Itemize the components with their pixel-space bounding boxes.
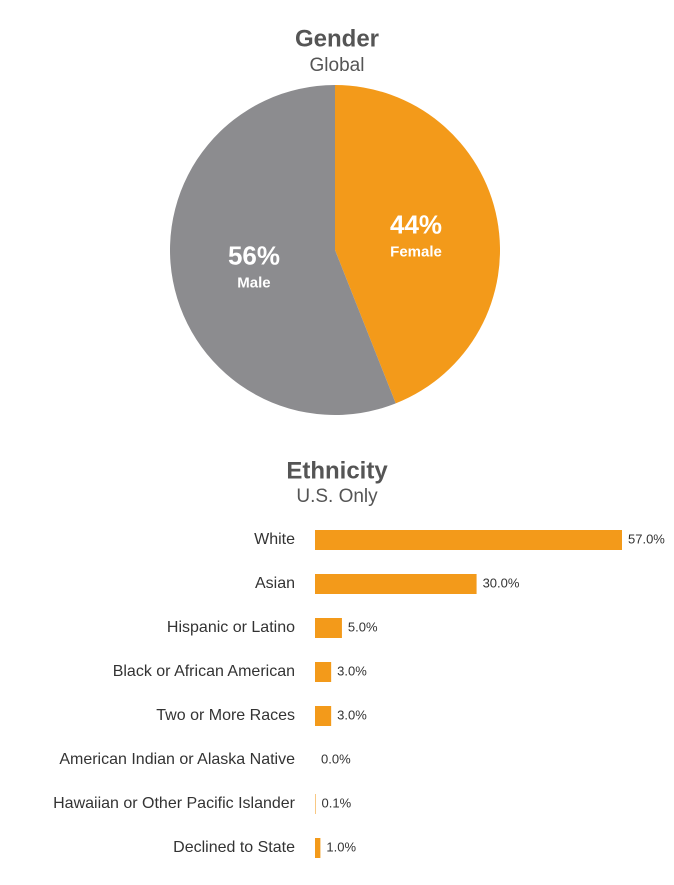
bar — [315, 574, 477, 594]
value-label: 0.0% — [321, 751, 351, 766]
bar — [315, 706, 332, 726]
bar — [315, 618, 342, 638]
pie-slice — [170, 85, 396, 415]
category-label: Hawaiian or Other Pacific Islander — [53, 795, 296, 812]
value-label: 30.0% — [483, 575, 520, 590]
value-label: 3.0% — [337, 663, 367, 678]
category-label: Black or African American — [113, 663, 295, 680]
slice-value-label: 44% — [390, 209, 442, 239]
bar — [315, 530, 622, 550]
value-label: 3.0% — [337, 707, 367, 722]
pie-slice — [335, 85, 500, 404]
value-label: 0.1% — [322, 795, 352, 810]
chart-title: Ethnicity — [286, 457, 388, 484]
chart-subtitle: U.S. Only — [296, 486, 378, 507]
category-label: White — [254, 531, 295, 548]
slice-category-label: Female — [390, 244, 442, 261]
bar — [315, 662, 332, 682]
value-label: 57.0% — [628, 531, 665, 546]
category-label: Declined to State — [173, 839, 295, 856]
chart-title: Gender — [295, 25, 379, 52]
category-label: Two or More Races — [156, 707, 295, 724]
category-label: Hispanic or Latino — [167, 619, 295, 636]
slice-value-label: 56% — [228, 240, 280, 270]
bar — [315, 794, 316, 814]
value-label: 5.0% — [348, 619, 378, 634]
value-label: 1.0% — [326, 839, 356, 854]
category-label: American Indian or Alaska Native — [59, 751, 295, 768]
slice-category-label: Male — [237, 274, 270, 291]
chart-subtitle: Global — [310, 55, 365, 76]
category-label: Asian — [255, 575, 295, 592]
bar — [315, 838, 321, 858]
